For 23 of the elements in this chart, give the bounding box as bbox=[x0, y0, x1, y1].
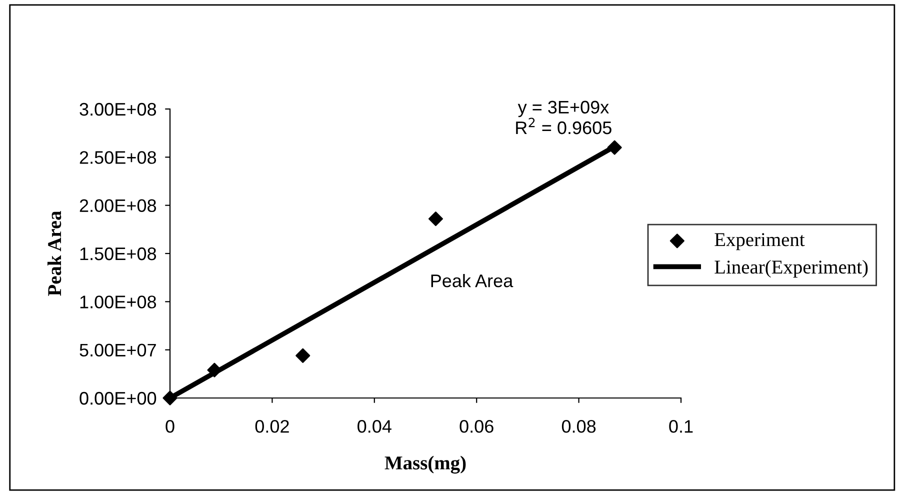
x-tick-label: 0.02 bbox=[255, 420, 289, 433]
annotation: y = 3E+09x R$^{2}$ = 0.9605 bbox=[516, 100, 612, 134]
y-tick-label: 1.00E+08 bbox=[80, 296, 156, 308]
x-tick-label: 0.08 bbox=[562, 420, 596, 433]
x-tick-label: 0.1 bbox=[669, 420, 693, 433]
y-tick-label: 0.00E+00 bbox=[80, 392, 156, 405]
y-tick-label: 1.50E+08 bbox=[80, 247, 156, 260]
legend-label: Linear(Experiment) bbox=[714, 260, 868, 278]
point bbox=[162, 390, 178, 406]
legend-label: Experiment bbox=[714, 233, 805, 250]
x-tick-label: 0 bbox=[166, 420, 174, 433]
point bbox=[607, 140, 622, 155]
y-tick-label: 2.00E+08 bbox=[80, 199, 156, 212]
annotation: Peak Area bbox=[431, 274, 514, 288]
y-axis-title: Peak Area bbox=[47, 211, 62, 296]
x-tick-label: 0.06 bbox=[460, 420, 494, 433]
point bbox=[428, 212, 444, 226]
point bbox=[296, 348, 310, 363]
y-tick-label: 3.00E+08 bbox=[80, 102, 156, 116]
x-tick-label: 0.04 bbox=[358, 420, 392, 433]
y-tick-label: 2.50E+08 bbox=[80, 151, 156, 164]
x-axis-title: Mass(mg) bbox=[384, 456, 466, 474]
y-tick-label: 5.00E+07 bbox=[80, 344, 156, 357]
